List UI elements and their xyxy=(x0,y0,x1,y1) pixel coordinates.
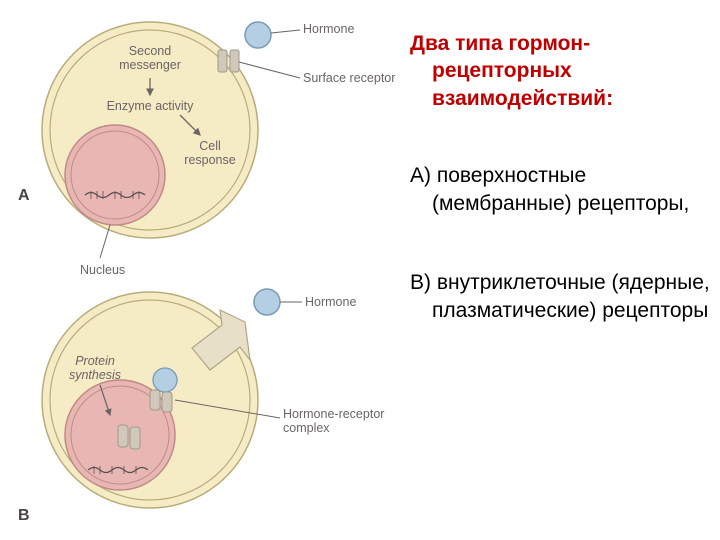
title: Два типа гормон-рецепторных взаимодейств… xyxy=(410,30,710,112)
hormone-a xyxy=(245,22,271,48)
lbl-second-messenger: Second xyxy=(129,44,171,58)
lbl-complex2: complex xyxy=(283,421,330,435)
panel-a: Second messenger Enzyme activity Cell re… xyxy=(18,22,395,277)
lbl-hormone-a: Hormone xyxy=(303,22,354,36)
panel-b: Protein synthesis Hormone Hormone-recept… xyxy=(18,289,384,524)
receptor-b-3 xyxy=(118,425,128,447)
hormone-b-inside xyxy=(153,368,177,392)
receptor-a-left xyxy=(218,50,227,72)
lbl-protein-synthesis: Protein xyxy=(75,354,115,368)
lbl-enzyme-activity: Enzyme activity xyxy=(107,99,195,113)
lbl-complex1: Hormone-receptor xyxy=(283,407,384,421)
ptr-receptor-a xyxy=(239,62,300,78)
nucleus-a-inner xyxy=(71,131,159,219)
item-b: В) внутриклеточные (ядерные, плазматичес… xyxy=(410,269,710,326)
lbl-protein-synthesis2: synthesis xyxy=(69,368,121,382)
receptor-b-1 xyxy=(150,390,160,410)
lbl-second-messenger2: messenger xyxy=(119,58,181,72)
diagram-panel: Second messenger Enzyme activity Cell re… xyxy=(0,0,400,540)
text-panel: Два типа гормон-рецепторных взаимодейств… xyxy=(410,30,710,375)
diagram-svg: Second messenger Enzyme activity Cell re… xyxy=(0,0,400,540)
lbl-cell-response: Cell xyxy=(199,139,221,153)
ptr-hormone-a xyxy=(271,30,300,33)
item-a: А) поверхностные (мембранные) рецепторы, xyxy=(410,162,710,219)
lbl-hormone-b: Hormone xyxy=(305,295,356,309)
panel-b-label: B xyxy=(18,507,30,524)
lbl-surface-receptor: Surface receptor xyxy=(303,71,395,85)
lbl-cell-response2: response xyxy=(184,153,235,167)
receptor-b-4 xyxy=(130,427,140,449)
lbl-nucleus: Nucleus xyxy=(80,263,125,277)
hormone-b xyxy=(254,289,280,315)
panel-a-label: A xyxy=(18,187,30,204)
receptor-a-right xyxy=(230,50,239,72)
ptr-nucleus xyxy=(100,225,110,258)
receptor-b-2 xyxy=(162,392,172,412)
